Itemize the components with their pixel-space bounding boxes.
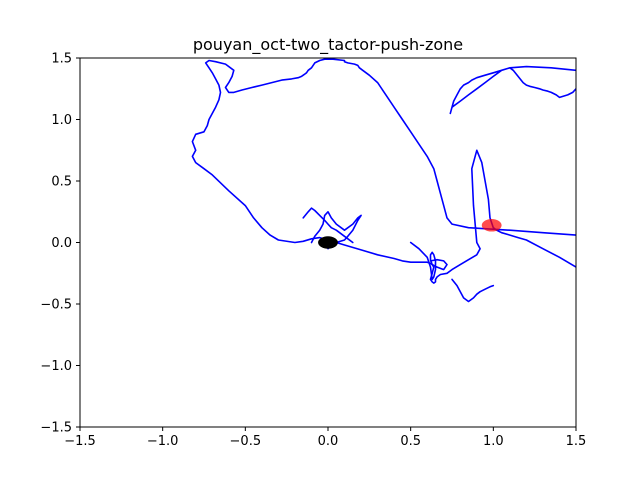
y-tick-label: −1.5 xyxy=(40,421,72,436)
x-tick-label: −1.5 xyxy=(64,434,96,449)
x-tick-label: −1.0 xyxy=(147,434,179,449)
origin-marker xyxy=(318,236,338,249)
trajectory-line-6 xyxy=(451,278,495,303)
chart-title: pouyan_oct-two_tactor-push-zone xyxy=(193,35,463,55)
x-tick-label: 1.5 xyxy=(566,434,587,449)
trajectory-line-3 xyxy=(449,65,576,115)
x-tick-label: 0.5 xyxy=(400,434,421,449)
x-tick-label: −0.5 xyxy=(230,434,262,449)
y-tick-label: 0.5 xyxy=(51,175,72,190)
y-tick-label: 1.5 xyxy=(51,52,72,67)
plot-area: −1.5 −1.0 −0.5 0.0 0.5 1.0 1.5 −1.5 −1.0 −0.5 0.0 0… xyxy=(40,52,586,450)
target-marker xyxy=(481,219,502,232)
x-tick-label: 1.0 xyxy=(483,434,504,449)
y-tick-label: −1.0 xyxy=(40,359,72,374)
y-tick-label: −0.5 xyxy=(40,298,72,313)
y-tick-label: 0.0 xyxy=(51,236,72,251)
trajectory-line-2 xyxy=(409,241,448,281)
trajectory-line-5 xyxy=(302,207,354,244)
y-tick-label: 1.0 xyxy=(51,113,72,128)
trajectory-line-4 xyxy=(310,211,362,250)
series-group xyxy=(191,58,576,303)
trajectory-line-1 xyxy=(191,58,576,284)
x-tick-label: 0.0 xyxy=(318,434,339,449)
